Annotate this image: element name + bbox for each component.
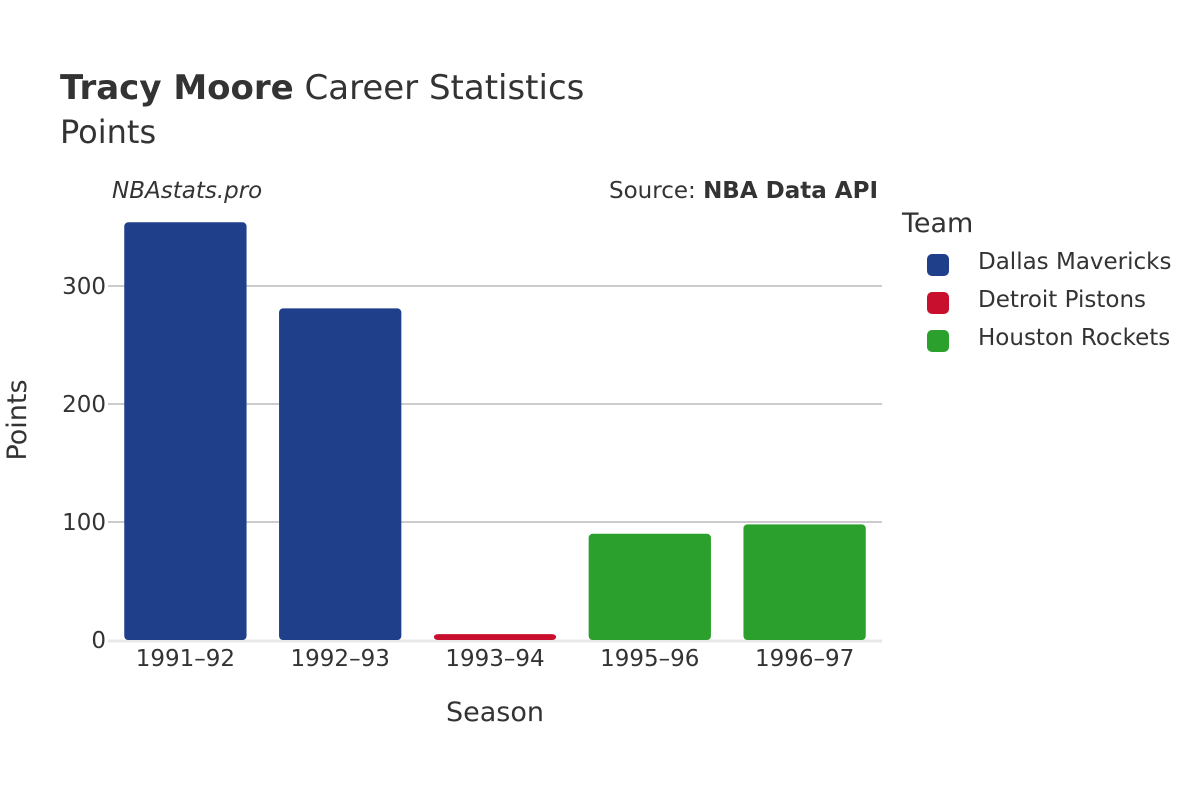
y-tick-label: 200 (62, 392, 106, 418)
x-axis-label: Season (446, 697, 544, 728)
source-name: NBA Data API (703, 178, 878, 204)
source-credit: Source: NBA Data API (609, 178, 878, 204)
x-tick-label: 1992–93 (291, 646, 390, 672)
legend-label: Dallas Mavericks (978, 249, 1172, 275)
x-tick-label: 1996–97 (755, 646, 854, 672)
y-tick-labels: 0 100 200 300 (62, 274, 106, 654)
player-name: Tracy Moore (60, 68, 294, 108)
x-tick-label: 1993–94 (445, 646, 544, 672)
x-tick-label: 1991–92 (136, 646, 235, 672)
y-tick-label: 100 (62, 510, 106, 536)
legend: Team Dallas Mavericks Detroit Pistons Hous… (902, 208, 1171, 363)
y-axis-label: Points (2, 379, 33, 460)
legend-label: Detroit Pistons (978, 287, 1147, 313)
x-tick-label: 1995–96 (600, 646, 699, 672)
y-tick-label: 0 (91, 628, 106, 654)
legend-title: Team (902, 208, 974, 239)
y-tick-label: 300 (62, 274, 106, 300)
legend-label: Houston Rockets (978, 325, 1171, 351)
legend-swatch (927, 292, 949, 314)
x-tick-labels: 1991–92 1992–93 1993–94 1995–96 1996–97 (136, 646, 855, 672)
bar (124, 222, 247, 640)
legend-item[interactable]: Dallas Mavericks (902, 249, 1171, 287)
chart-subtitle: Points (60, 113, 157, 151)
legend-item[interactable]: Detroit Pistons (902, 287, 1146, 325)
legend-swatch (927, 254, 949, 276)
chart-title: Tracy Moore Career Statistics (60, 66, 584, 110)
legend-items: Dallas Mavericks Detroit Pistons Houston R… (902, 249, 1171, 363)
bar (433, 634, 557, 640)
bars (124, 222, 866, 640)
bar (743, 524, 866, 640)
bar (588, 533, 711, 640)
legend-item[interactable]: Houston Rockets (902, 325, 1170, 363)
legend-swatch (927, 330, 949, 352)
title-suffix: Career Statistics (293, 68, 585, 108)
bar (279, 308, 402, 640)
watermark: NBAstats.pro (112, 178, 263, 204)
source-prefix: Source: (609, 178, 704, 204)
